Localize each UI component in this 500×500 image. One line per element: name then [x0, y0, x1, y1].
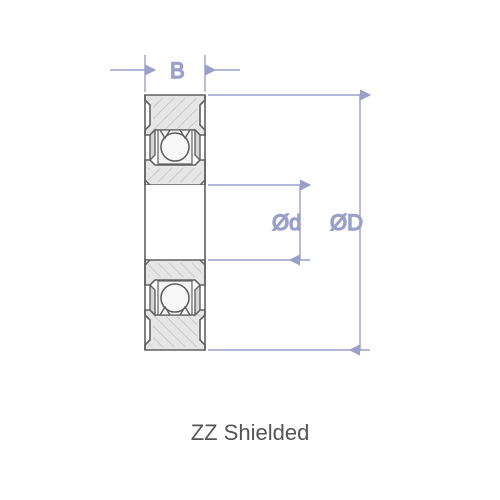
label-D: ØD — [330, 210, 363, 235]
bore-gap — [145, 185, 205, 260]
dimension-d: Ød — [208, 185, 310, 260]
label-B: B — [170, 58, 185, 83]
dimension-B: B — [110, 55, 240, 92]
bearing-lower-half — [145, 260, 205, 350]
bearing-upper-half — [145, 95, 205, 185]
caption: ZZ Shielded — [0, 420, 500, 446]
diagram-canvas: B Ød ØD ZZ Shielded — [0, 0, 500, 500]
label-d: Ød — [272, 210, 301, 235]
